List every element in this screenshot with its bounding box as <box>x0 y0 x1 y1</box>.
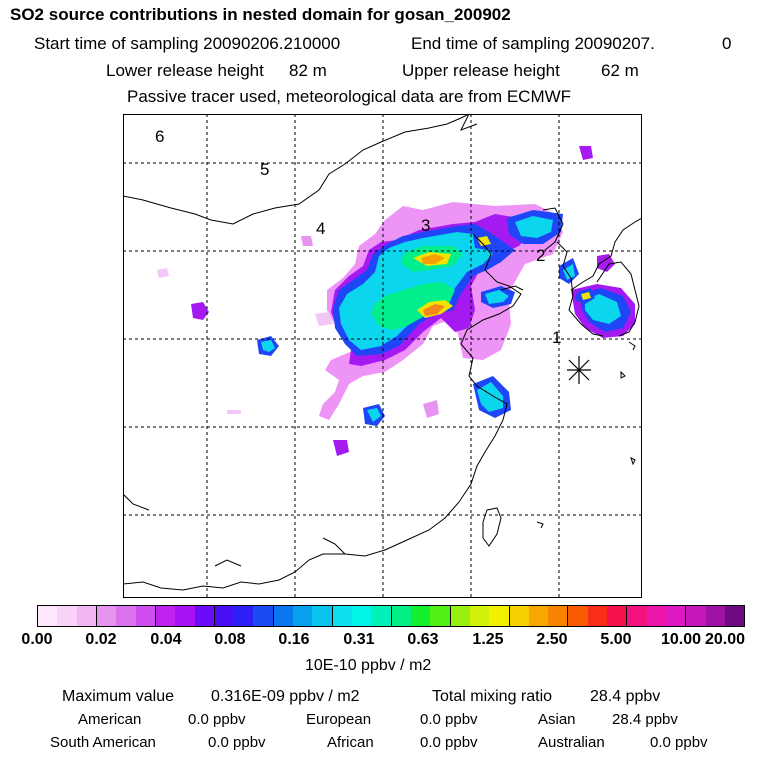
region-label: 3 <box>421 216 430 235</box>
region-label: 2 <box>536 246 545 265</box>
colorbar-segment <box>430 606 451 626</box>
colorbar-segment <box>175 606 195 626</box>
colorbar-segment <box>587 606 608 626</box>
colorbar-tick-label: 0.02 <box>85 631 117 648</box>
tracer-note: Passive tracer used, meteorological data… <box>127 87 572 106</box>
region-value: 0.0 ppbv <box>208 734 266 751</box>
colorbar-segment <box>135 606 156 626</box>
colorbar-segment <box>194 606 215 626</box>
colorbar-tick-label: 5.00 <box>600 631 632 648</box>
chart-title: SO2 source contributions in nested domai… <box>10 5 511 24</box>
colorbar-segment <box>352 606 372 626</box>
end-time-value: 0 <box>722 34 732 53</box>
colorbar-segment <box>548 606 569 626</box>
colorbar-segment <box>371 606 392 626</box>
start-time-label: Start time of sampling 20090206.210000 <box>34 34 341 53</box>
region-name: Asian <box>538 711 576 728</box>
colorbar-segment <box>76 606 97 626</box>
region-label: 4 <box>316 219 325 238</box>
colorbar-segment <box>469 606 490 626</box>
region-value: 0.0 ppbv <box>188 711 246 728</box>
region-name: South American <box>50 734 156 751</box>
colorbar-tick-label: 0.08 <box>214 631 246 648</box>
upper-height-value: 62 m <box>601 61 639 80</box>
colorbar-tick-label: 0.31 <box>343 631 375 648</box>
colorbar-tick-label: 1.25 <box>472 631 504 648</box>
colorbar <box>37 605 745 627</box>
map-panel: 6 5 4 3 2 1 <box>123 114 642 598</box>
colorbar-segment <box>528 606 549 626</box>
colorbar-segment <box>38 606 58 626</box>
colorbar-segment <box>234 606 254 626</box>
region-name: Australian <box>538 734 605 751</box>
colorbar-segment <box>509 606 529 626</box>
max-value-label: Maximum value <box>62 688 175 705</box>
region-value: 0.0 ppbv <box>420 734 478 751</box>
colorbar-segment <box>646 606 666 626</box>
colorbar-segment <box>293 606 313 626</box>
colorbar-segment <box>450 606 470 626</box>
colorbar-units: 10E-10 ppbv / m2 <box>305 657 432 674</box>
region-label: 5 <box>260 160 269 179</box>
region-value: 0.0 ppbv <box>420 711 478 728</box>
colorbar-segment <box>312 606 333 626</box>
colorbar-segment <box>489 606 510 626</box>
colorbar-tick-label: 20.00 <box>704 631 746 648</box>
concentration-field <box>157 146 635 456</box>
colorbar-tick-label: 10.00 <box>660 631 702 648</box>
colorbar-segment <box>607 606 628 626</box>
max-value: 0.316E-09 ppbv / m2 <box>211 688 360 705</box>
colorbar-segment <box>273 606 294 626</box>
colorbar-segment <box>57 606 77 626</box>
colorbar-segment <box>410 606 431 626</box>
colorbar-tick-label: 2.50 <box>536 631 568 648</box>
lower-height-label: Lower release height <box>106 61 264 80</box>
colorbar-segment <box>96 606 117 626</box>
lower-height-value: 82 m <box>289 61 327 80</box>
colorbar-segment <box>214 606 235 626</box>
colorbar-segment <box>724 606 745 626</box>
region-label: 6 <box>155 127 164 146</box>
colorbar-tick-label: 0.16 <box>278 631 310 648</box>
colorbar-segment <box>705 606 725 626</box>
region-value: 0.0 ppbv <box>650 734 708 751</box>
colorbar-segment <box>116 606 136 626</box>
region-value: 28.4 ppbv <box>612 711 678 728</box>
colorbar-segment <box>686 606 706 626</box>
colorbar-segment <box>391 606 411 626</box>
colorbar-segment <box>666 606 687 626</box>
coastline <box>123 114 642 591</box>
map-frame <box>123 114 642 598</box>
region-name: European <box>306 711 372 728</box>
colorbar-tick-label: 0.04 <box>150 631 182 648</box>
asterisk-icon <box>567 356 591 384</box>
colorbar-segment <box>253 606 274 626</box>
upper-height-label: Upper release height <box>402 61 560 80</box>
colorbar-tick-label: 0.63 <box>407 631 439 648</box>
colorbar-segment <box>332 606 352 626</box>
colorbar-segment <box>568 606 588 626</box>
colorbar-segment <box>627 606 647 626</box>
total-mixing-label: Total mixing ratio <box>432 688 553 705</box>
region-name: American <box>78 711 142 728</box>
end-time-label: End time of sampling 20090207. <box>411 34 655 53</box>
lat-lon-grid <box>123 114 642 598</box>
colorbar-segment <box>155 606 176 626</box>
total-mixing-value: 28.4 ppbv <box>590 688 661 705</box>
colorbar-tick-label: 0.00 <box>21 631 53 648</box>
region-name: African <box>327 734 374 751</box>
region-label: 1 <box>552 328 561 347</box>
